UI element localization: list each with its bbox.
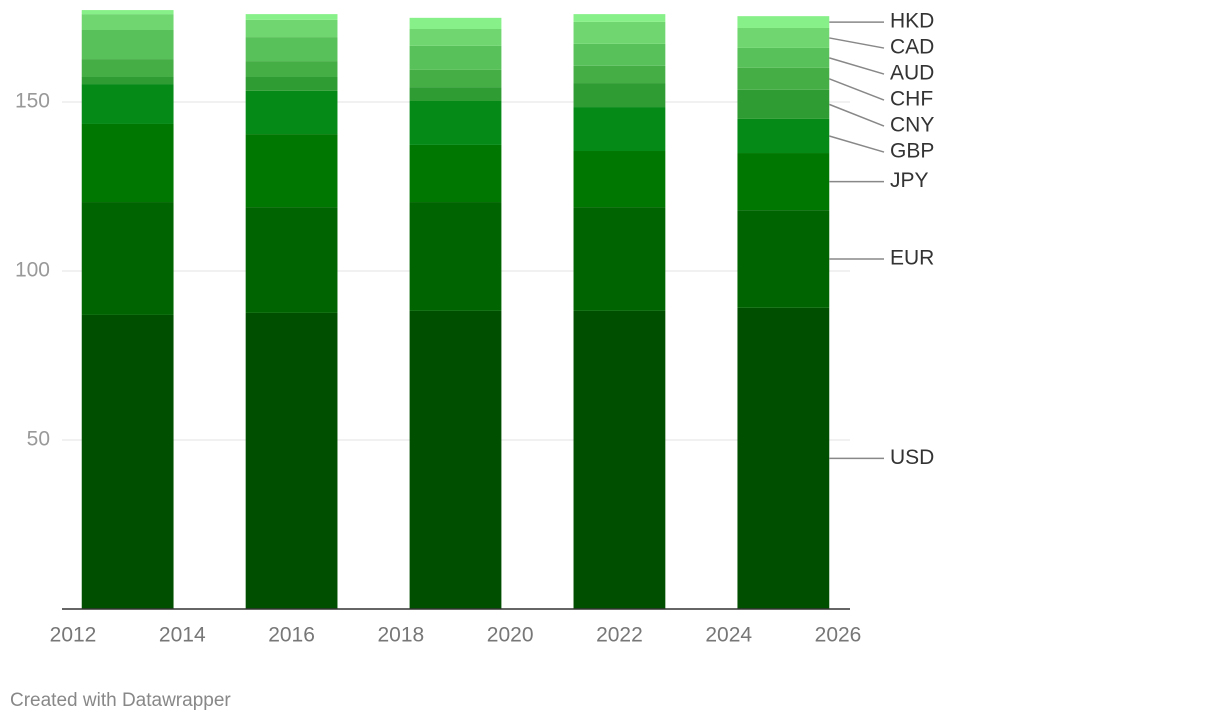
bar-segment: [245, 37, 338, 62]
label-leader: [829, 37, 885, 49]
bar-segment: [737, 307, 830, 609]
bar-segment: [81, 123, 174, 203]
series-label: HKD: [890, 10, 934, 33]
x-tick-label: 2016: [268, 624, 315, 647]
bar-segment: [81, 59, 174, 77]
bar-segment: [81, 76, 174, 85]
x-tick-label: 2018: [377, 624, 424, 647]
bar-segment: [737, 47, 830, 68]
bar-segment: [573, 207, 666, 311]
bar-segment: [737, 67, 830, 90]
x-tick-label: 2024: [705, 624, 752, 647]
bar-segment: [737, 16, 830, 28]
bar-segment: [573, 310, 666, 609]
label-leader: [829, 135, 885, 153]
bar-segment: [737, 27, 830, 48]
footer: Created with Datawrapper: [10, 690, 231, 711]
bar-segment: [245, 14, 338, 20]
bar-segment: [573, 65, 666, 84]
bar-segment: [573, 83, 666, 108]
bar-segment: [81, 30, 174, 60]
bar-segment: [245, 207, 338, 313]
bar-segment: [409, 202, 502, 311]
series-label: CNY: [890, 114, 934, 137]
bar-segment: [573, 151, 666, 208]
series-label: AUD: [890, 62, 934, 85]
series-label: CHF: [890, 88, 933, 111]
series-label: EUR: [890, 247, 934, 270]
bar-segment: [409, 144, 502, 203]
bar-segment: [409, 100, 502, 145]
bar-segment: [409, 28, 502, 46]
bar-segment: [737, 118, 830, 154]
x-tick-label: 2026: [815, 624, 862, 647]
bar-segment: [737, 210, 830, 308]
bar-segment: [245, 76, 338, 91]
bar-segment: [81, 84, 174, 124]
bar-segment: [245, 19, 338, 38]
bar-segment: [81, 202, 174, 315]
bar-segment: [409, 87, 502, 101]
x-tick-label: 2020: [487, 624, 534, 647]
bar-segment: [409, 310, 502, 609]
x-tick-label: 2022: [596, 624, 643, 647]
bar-segment: [573, 21, 666, 44]
bar-segment: [81, 314, 174, 609]
y-tick-label: 100: [15, 259, 50, 282]
label-leader: [828, 103, 885, 127]
bar-segment: [81, 10, 174, 15]
bar-segment: [573, 107, 666, 152]
bar-segment: [409, 17, 502, 29]
bar-segment: [245, 134, 338, 208]
label-leader: [829, 57, 885, 75]
bar-segment: [737, 89, 830, 119]
bar-segment: [245, 312, 338, 609]
x-tick-label: 2014: [159, 624, 206, 647]
series-label: JPY: [890, 169, 929, 192]
x-tick-label: 2012: [50, 624, 97, 647]
y-tick-label: 150: [15, 90, 50, 113]
bar-segment: [573, 14, 666, 22]
bar-segment: [409, 69, 502, 88]
bar-segment: [737, 153, 830, 211]
bar-segment: [409, 45, 502, 70]
bar-segment: [245, 61, 338, 77]
y-tick-label: 50: [27, 428, 50, 451]
bar-segment: [81, 14, 174, 31]
label-leader: [828, 78, 885, 101]
bar-segment: [245, 90, 338, 135]
bar-segment: [573, 43, 666, 66]
series-label: GBP: [890, 140, 934, 163]
series-label: CAD: [890, 36, 934, 59]
series-label: USD: [890, 446, 934, 469]
